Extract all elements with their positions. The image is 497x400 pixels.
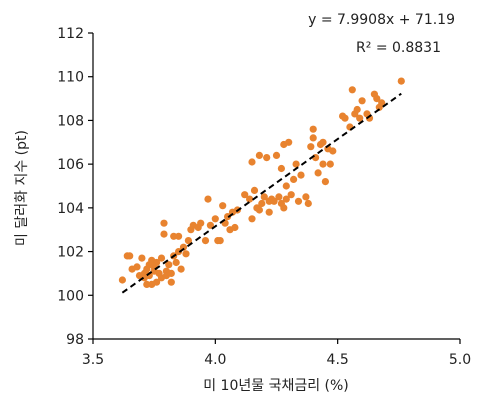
data-point-69 [270,197,278,205]
y-tick-label-2: 102 [57,245,84,261]
data-point-87 [309,134,317,142]
data-point-101 [348,86,356,94]
data-point-71 [275,193,283,201]
data-points [118,77,405,288]
y-tick-label-1: 100 [57,288,84,304]
data-point-94 [321,178,329,186]
data-point-61 [255,151,263,159]
data-point-99 [341,114,349,122]
data-point-2 [126,252,134,260]
data-point-59 [250,186,259,194]
data-point-112 [397,77,405,85]
data-point-74 [280,204,288,212]
data-point-83 [297,171,305,179]
data-point-65 [263,154,271,162]
y-tick-label-4: 106 [57,157,84,173]
x-tick-label-1: 4.0 [204,352,226,368]
data-point-64 [260,193,268,201]
data-point-86 [307,143,315,151]
trendline [121,92,402,294]
data-point-85 [304,199,312,208]
y-axis-title: 미 달러화 지수 (pt) [14,130,30,246]
y-tick-label-5: 108 [57,113,84,129]
data-point-31 [172,258,180,267]
data-point-33 [175,248,183,256]
data-point-18 [153,258,161,267]
data-point-70 [272,151,281,159]
data-point-35 [179,243,188,251]
data-point-27 [167,269,175,277]
data-point-92 [319,138,327,146]
data-point-23 [160,219,168,227]
data-point-37 [184,237,192,245]
data-point-22 [160,230,168,238]
data-point-32 [175,232,183,240]
data-point-58 [248,215,256,223]
r-squared-label: R² = 0.8831 [356,40,441,56]
data-point-79 [287,191,295,199]
data-point-20 [157,254,166,262]
data-point-6 [138,254,146,262]
y-tick-label-7: 112 [57,26,84,42]
data-point-77 [282,195,290,203]
data-point-109 [373,95,381,103]
data-point-48 [219,202,227,210]
x-tick-label-3: 5.0 [449,352,471,368]
data-point-55 [241,191,249,199]
data-point-43 [204,195,212,203]
data-point-34 [177,265,185,273]
data-point-67 [265,208,273,216]
data-point-28 [167,278,175,286]
data-point-17 [153,278,161,286]
data-point-76 [282,182,290,190]
data-point-45 [211,215,219,223]
data-point-81 [292,160,300,168]
y-tick-label-0: 98 [66,332,84,348]
data-point-62 [255,206,263,214]
data-point-90 [314,169,322,177]
data-point-105 [358,97,366,105]
data-point-103 [353,105,361,114]
x-axis: 3.5 4.0 4.5 5.0 [82,338,471,368]
y-tick-label-6: 110 [57,70,84,86]
data-point-26 [165,261,173,269]
data-point-80 [290,175,298,183]
data-point-42 [201,237,210,245]
data-point-111 [378,99,386,107]
x-tick-label-2: 4.5 [327,352,349,368]
data-point-84 [302,193,310,201]
data-point-63 [258,199,266,208]
data-point-96 [326,160,334,168]
data-point-53 [231,223,239,232]
x-axis-title: 미 10년물 국채금리 (%) [203,378,349,394]
data-point-47 [216,237,224,245]
data-point-41 [197,219,205,227]
trendline-equation: y = 7.9908x + 71.19 [308,12,455,28]
data-point-50 [224,213,232,221]
data-point-88 [309,125,317,133]
data-point-104 [356,114,364,122]
data-point-36 [182,250,190,258]
y-tick-label-3: 104 [57,201,84,217]
data-point-56 [246,195,254,203]
data-point-93 [319,160,327,168]
data-point-78 [285,138,293,146]
data-point-44 [206,221,214,229]
data-point-97 [329,147,337,155]
x-tick-label-0: 3.5 [82,352,104,368]
data-point-82 [294,197,303,205]
data-point-73 [277,164,285,173]
data-point-4 [133,263,141,271]
data-point-0 [118,276,126,284]
data-point-57 [248,158,256,166]
y-axis: 98 100 102 104 106 108 110 112 [57,26,94,348]
